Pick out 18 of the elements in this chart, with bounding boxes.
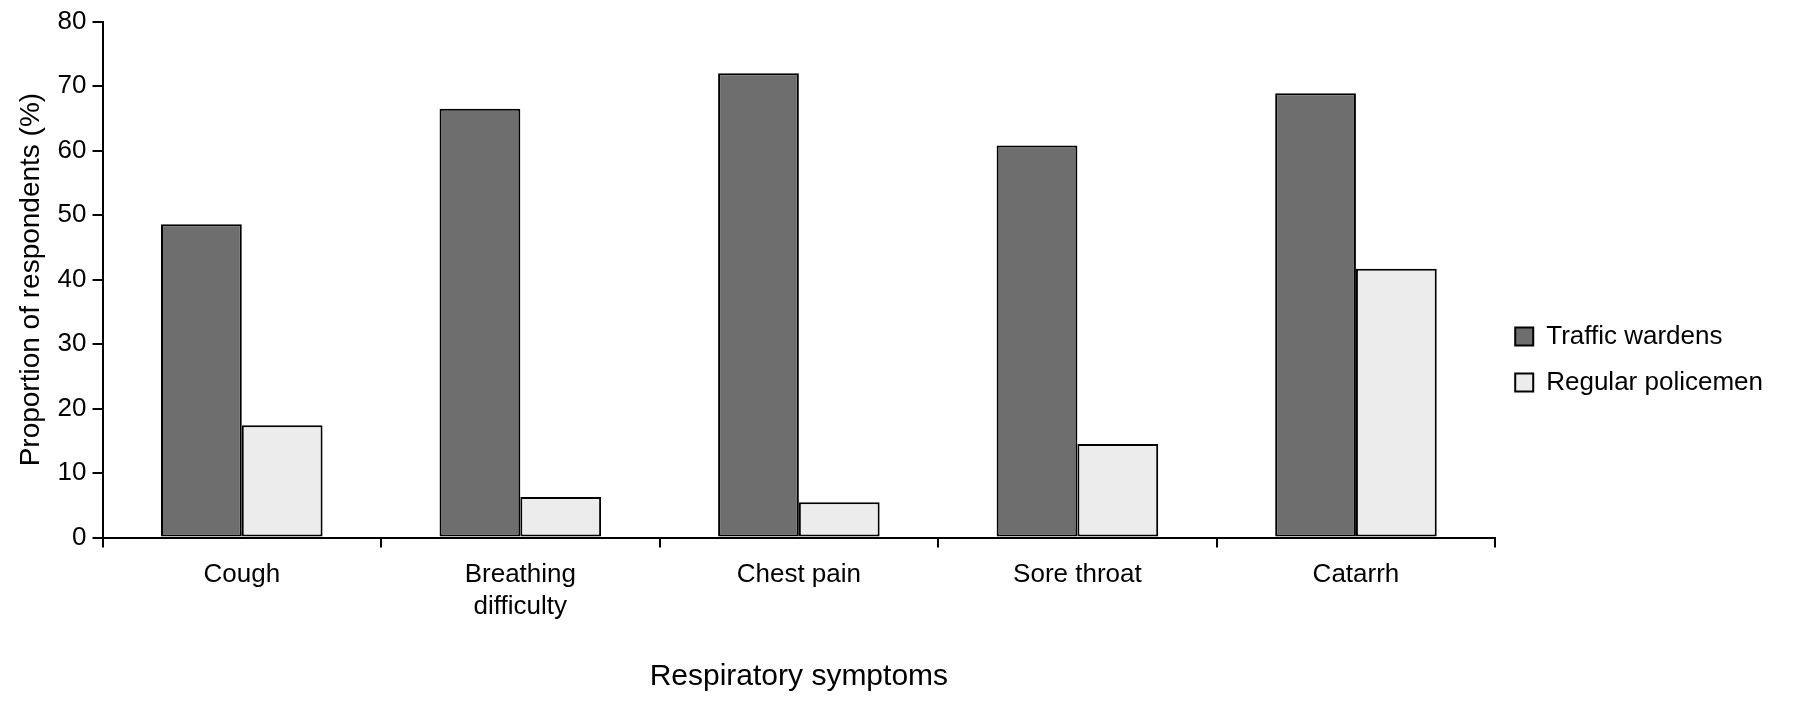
x-tick-label: Cough — [203, 558, 281, 589]
y-axis-title: Proportion of respondents (%) — [13, 92, 45, 467]
y-tick-label: 30 — [57, 327, 87, 358]
y-tick-label: 0 — [72, 520, 87, 551]
y-tick-label: 10 — [57, 456, 87, 487]
x-axis-title: Respiratory symptoms — [649, 658, 949, 692]
y-tick-label: 40 — [57, 262, 87, 293]
y-tick-label: 80 — [57, 4, 87, 35]
x-tick-label: Catarrh — [1312, 558, 1400, 589]
y-tick-label: 60 — [57, 133, 87, 164]
x-tick-label: Breathing difficulty — [464, 558, 576, 620]
y-tick-label: 20 — [57, 391, 87, 422]
x-tick-label: Chest pain — [736, 558, 862, 589]
legend-label: Traffic wardens — [1546, 319, 1723, 350]
x-tick-label: Sore throat — [1013, 558, 1143, 589]
legend-label: Regular policemen — [1546, 365, 1764, 396]
y-tick-label: 50 — [57, 198, 87, 229]
y-tick-label: 70 — [57, 69, 87, 100]
